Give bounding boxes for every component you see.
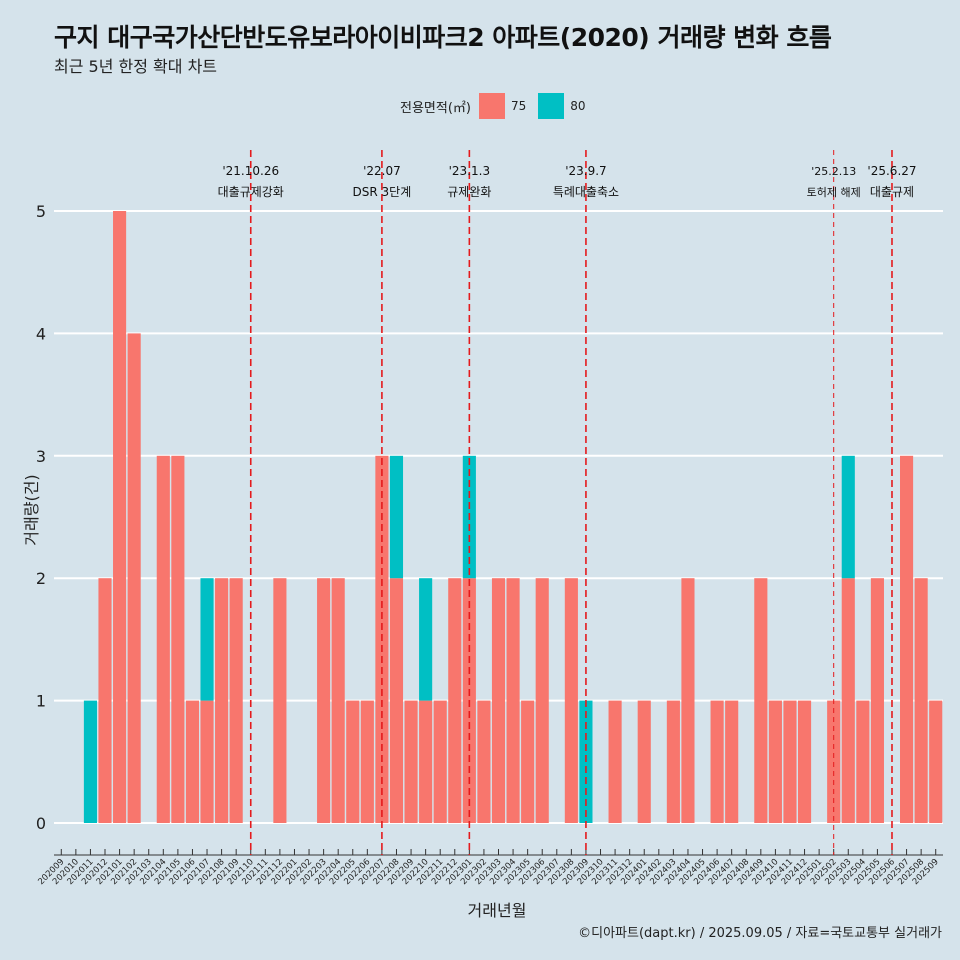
bar-80-202503	[841, 455, 855, 579]
legend-key-75	[478, 93, 505, 119]
event-date-label: '22.07	[363, 164, 401, 178]
bar-75-202209	[404, 700, 418, 823]
bar-75-202303	[491, 578, 506, 823]
event-text-label: 대출규제	[870, 185, 914, 199]
y-tick-label: 2	[36, 569, 46, 588]
chart-title: 구지 대구국가산단반도유보라아이비파크2 아파트(2020) 거래량 변화 흐름	[54, 23, 832, 52]
bar-75-202403	[666, 700, 680, 823]
bar-80-202210	[419, 578, 433, 701]
bar-75-202305	[521, 700, 535, 823]
bar-75-202407	[725, 700, 739, 823]
event-date-label: '21.10.26	[222, 164, 279, 178]
bar-75-202106	[185, 700, 200, 823]
bar-75-202210	[419, 700, 433, 823]
bar-75-202302	[477, 700, 491, 823]
bar-75-202102	[127, 333, 141, 823]
bar-75-202503	[841, 578, 855, 823]
bar-75-202504	[856, 700, 870, 823]
bar-80-202208	[389, 455, 404, 579]
y-tick-label: 0	[36, 814, 46, 833]
event-date-label: '25.6.27	[867, 164, 916, 178]
event-text-label: DSR 3단계	[353, 185, 412, 199]
legend-label-75: 75	[510, 99, 527, 113]
event-text-label: 토허제 해제	[807, 185, 861, 199]
bar-75-202409	[754, 578, 768, 823]
bar-75-202205	[346, 700, 360, 823]
bar-75-202306	[535, 578, 549, 823]
bar-75-202109	[229, 578, 243, 823]
source-caption: ©디아파트(dapt.kr) / 2025.09.05 / 자료=국토교통부 실…	[578, 926, 942, 941]
event-text-label: 규제완화	[447, 185, 491, 199]
y-tick-label: 4	[36, 324, 46, 343]
event-date-label: '23.9.7	[565, 164, 606, 178]
bar-75-202012	[98, 578, 112, 823]
event-text-label: 특례대출축소	[553, 185, 619, 199]
bar-75-202508	[914, 578, 928, 823]
bar-75-202410	[768, 700, 782, 823]
bar-75-202101	[113, 211, 127, 823]
y-tick-label: 3	[36, 447, 46, 466]
bar-75-202108	[215, 578, 229, 823]
bar-80-202107	[200, 578, 214, 701]
legend-title: 전용면적(㎡)	[400, 100, 471, 116]
bar-80-202011	[83, 700, 97, 823]
legend: 전용면적(㎡) 75 80	[400, 93, 590, 119]
bar-75-202203	[317, 578, 331, 823]
event-date-label: '25.2.13	[811, 165, 856, 178]
bar-75-202206	[360, 700, 374, 823]
bar-75-202507	[900, 455, 914, 823]
x-axis-label: 거래년월	[467, 901, 527, 920]
bar-75-202502	[827, 700, 841, 823]
bar-75-202104	[156, 455, 170, 823]
bar-75-202412	[797, 700, 812, 823]
bar-75-202406	[710, 700, 724, 823]
y-tick-label: 5	[36, 202, 46, 221]
y-tick-label: 1	[36, 692, 46, 711]
bar-75-202401	[637, 700, 651, 823]
bar-75-202404	[681, 578, 695, 823]
legend-key-80	[538, 93, 565, 119]
bar-75-202509	[929, 700, 943, 823]
bar-75-202105	[171, 455, 185, 823]
bar-75-202208	[389, 578, 404, 823]
bar-75-202304	[506, 578, 520, 823]
bar-75-202211	[433, 700, 447, 823]
y-axis-label: 거래량(건)	[22, 474, 41, 546]
bar-75-202204	[331, 578, 345, 823]
bar-75-202311	[608, 700, 622, 823]
bar-75-202112	[273, 578, 287, 823]
chart-subtitle: 최근 5년 한정 확대 차트	[54, 57, 218, 76]
event-date-label: '23.1.3	[449, 164, 490, 178]
legend-label-80: 80	[570, 99, 586, 113]
bar-75-202212	[448, 578, 462, 823]
bar-75-202308	[564, 578, 578, 823]
bar-75-202107	[200, 700, 214, 823]
event-text-label: 대출규제강화	[218, 185, 284, 199]
bar-75-202505	[870, 578, 884, 823]
bar-75-202411	[783, 700, 797, 823]
